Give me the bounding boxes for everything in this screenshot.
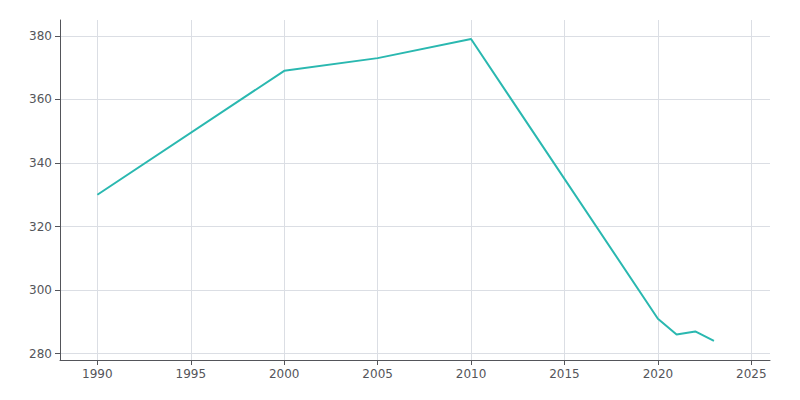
svg-text:2025: 2025 <box>736 367 767 381</box>
svg-text:2005: 2005 <box>362 367 393 381</box>
svg-text:380: 380 <box>29 29 52 43</box>
svg-text:1990: 1990 <box>82 367 113 381</box>
svg-text:320: 320 <box>29 220 52 234</box>
svg-text:340: 340 <box>29 156 52 170</box>
svg-text:360: 360 <box>29 92 52 106</box>
svg-text:280: 280 <box>29 347 52 361</box>
svg-text:2015: 2015 <box>549 367 580 381</box>
svg-text:2010: 2010 <box>456 367 487 381</box>
svg-text:300: 300 <box>29 283 52 297</box>
svg-text:2000: 2000 <box>269 367 300 381</box>
svg-text:2020: 2020 <box>643 367 674 381</box>
svg-text:1995: 1995 <box>176 367 207 381</box>
